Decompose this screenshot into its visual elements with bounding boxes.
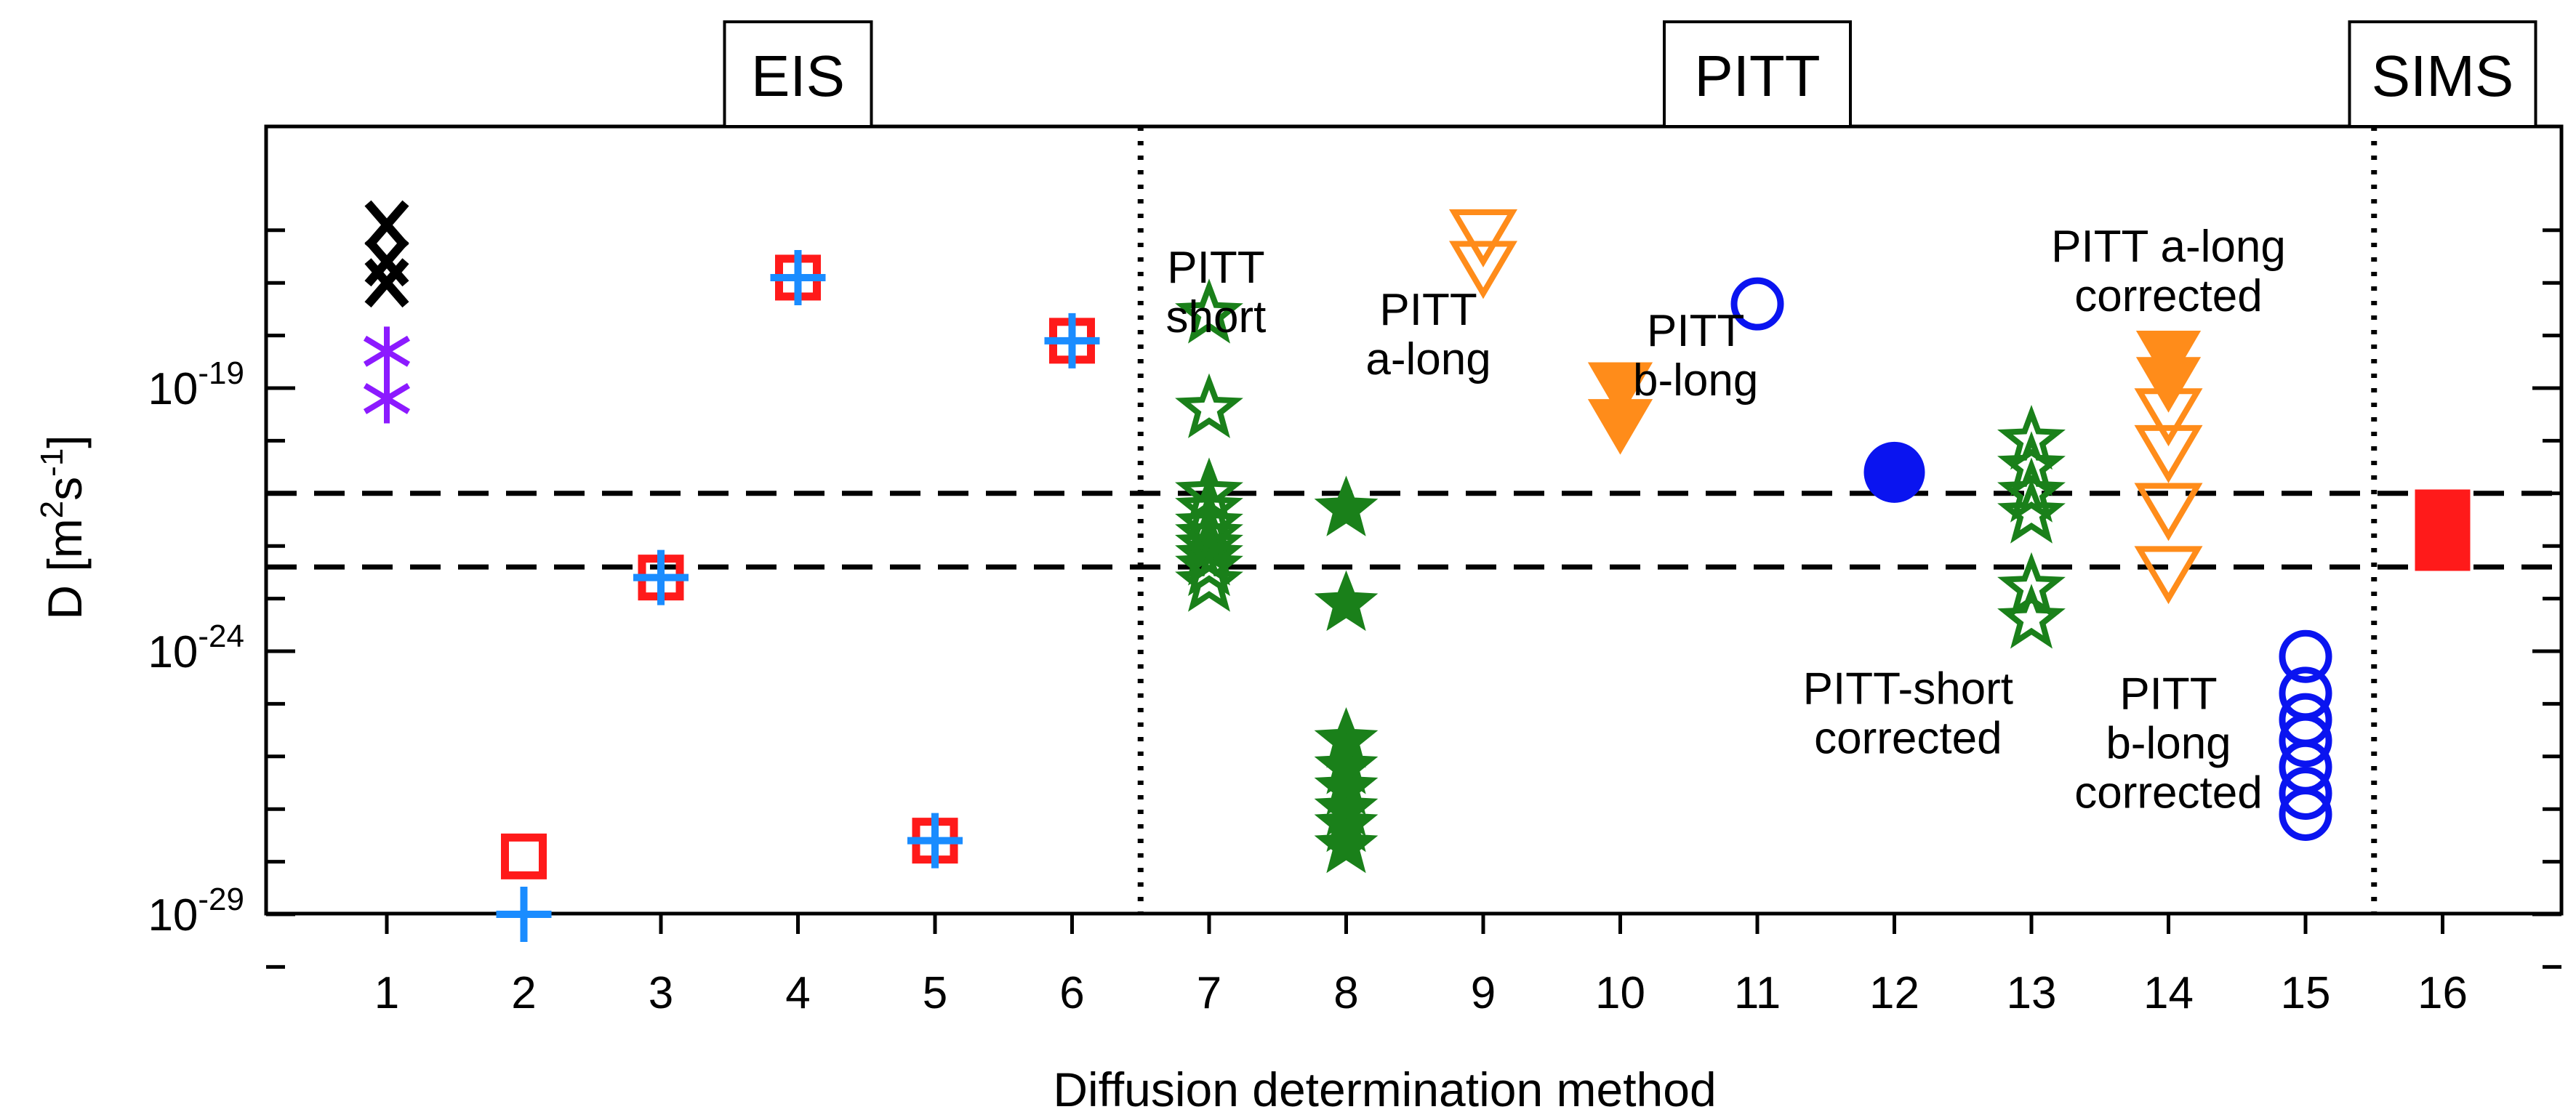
point-star-filled-x8-8-s6	[1314, 812, 1379, 874]
x-tick-label-16: 16	[2417, 968, 2468, 1018]
point-triangle-down-open-x9-1-s7	[1449, 209, 1517, 267]
x-tick-label-10: 10	[1595, 968, 1645, 1018]
annotation-1: PITT short	[1166, 243, 1267, 342]
x-tick-label-11: 11	[1734, 968, 1781, 1018]
annotation-3: PITT b-long	[1633, 306, 1758, 406]
point-plus-x2-1-s4	[496, 887, 552, 942]
annotation-2: PITT a-long	[1365, 285, 1490, 384]
x-tick-label-5: 5	[923, 968, 947, 1018]
data-points	[363, 200, 2471, 942]
x-tick-label-8: 8	[1333, 968, 1358, 1018]
point-circle-open-x15-7-s14	[2279, 787, 2332, 841]
x-tick-label-2: 2	[511, 968, 536, 1018]
plot-frame-layer	[264, 124, 2564, 916]
x-tick-label-6: 6	[1059, 968, 1084, 1018]
point-triangle-down-filled-x14-2-s12	[2135, 357, 2202, 413]
group-box-sims	[2348, 20, 2537, 128]
y-axis-title: D [m2s-1]	[34, 435, 92, 619]
point-triangle-down-open-x14-2-s13	[2134, 424, 2203, 483]
point-triangle-down-filled-x10-2-s8	[1587, 399, 1653, 455]
point-star-open-x13-3-s11	[1997, 457, 2066, 523]
reference-lines	[266, 126, 2561, 914]
labels: 1 2 3 4 5 6 7 8 9 10 11 12 13 14 15 1610-1910-2410-29Di…	[34, 20, 2537, 1116]
point-star-filled-x8-1-s6	[1314, 475, 1379, 536]
point-star-open-x13-4-s11	[1997, 478, 2066, 544]
x-tick-label-4: 4	[785, 968, 810, 1018]
x-tick-label-3: 3	[649, 968, 673, 1018]
x-tick-label-13: 13	[2007, 968, 2057, 1018]
annotation-5: PITT-short corrected	[1803, 664, 2013, 763]
point-star-open-x7-9-s5	[1175, 531, 1243, 597]
point-star-open-x13-6-s11	[1997, 584, 2066, 649]
group-box-pitt	[1663, 20, 1852, 128]
point-rect-filled-x16-1-s15	[2415, 489, 2471, 571]
point-plus-x3-2-s4	[633, 549, 689, 605]
x-tick-label-1: 1	[374, 968, 399, 1018]
x-tick-label-12: 12	[1869, 968, 1919, 1018]
point-plus-x5-4-s4	[907, 813, 963, 869]
point-circle-open-x11-1-s9	[1730, 277, 1784, 331]
point-star-filled-x8-2-s6	[1314, 570, 1379, 632]
point-circle-open-x15-4-s14	[2279, 714, 2332, 768]
y-tick-label--29: 10-29	[148, 882, 244, 940]
point-star-open-x13-1-s11	[1997, 404, 2066, 470]
point-x-x1-3-s1	[364, 258, 409, 308]
point-square-open-x2-1-s3	[501, 833, 547, 879]
point-star-open-x7-2-s5	[1175, 373, 1243, 438]
plot-frame	[264, 124, 2564, 916]
point-triangle-down-open-x14-3-s13	[2134, 483, 2203, 541]
annotation-4: PITT a-long corrected	[2051, 222, 2286, 321]
point-circle-open-x15-1-s14	[2279, 629, 2332, 683]
y-tick-label--24: 10-24	[148, 619, 244, 677]
point-triangle-down-filled-x10-1-s8	[1587, 362, 1653, 418]
x-axis-title: Diffusion determination method	[1053, 1063, 1716, 1116]
point-star-open-x7-10-s5	[1175, 547, 1243, 612]
point-triangle-down-open-x14-4-s13	[2134, 546, 2203, 605]
point-circle-filled-x12-1-s10	[1863, 441, 1925, 503]
point-triangle-down-open-x9-2-s7	[1449, 241, 1517, 299]
x-tick-label-7: 7	[1197, 968, 1221, 1018]
point-circle-open-x15-6-s14	[2279, 766, 2332, 820]
point-x-x1-1-s1	[364, 200, 409, 250]
group-label-eis: EIS	[751, 44, 845, 108]
x-tick-label-15: 15	[2281, 968, 2331, 1018]
point-star-open-x7-1-s5	[1175, 278, 1243, 344]
group-label-sims: SIMS	[2372, 44, 2514, 108]
point-plus-x6-5-s4	[1044, 313, 1100, 368]
x-tick-label-9: 9	[1471, 968, 1496, 1018]
point-star-open-x7-8-s5	[1175, 520, 1243, 586]
group-box-eis	[723, 20, 873, 128]
group-label-pitt: PITT	[1694, 44, 1820, 108]
point-x-x1-2-s1	[364, 237, 409, 287]
point-triangle-down-open-x14-1-s13	[2134, 388, 2203, 447]
point-asterisk-x1-1-s2	[363, 326, 411, 376]
y-tick-label--19: 10-19	[148, 355, 244, 414]
annotation-6: PITT b-long corrected	[2074, 669, 2262, 818]
point-asterisk-x1-2-s2	[363, 374, 411, 424]
point-plus-x4-3-s4	[770, 249, 826, 305]
x-tick-label-14: 14	[2143, 968, 2194, 1018]
